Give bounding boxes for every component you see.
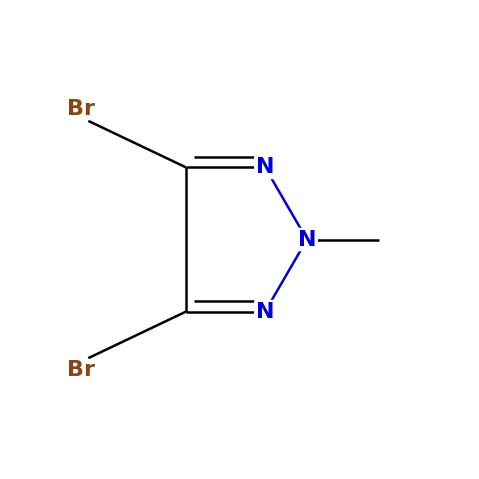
Text: N: N (256, 158, 274, 177)
Text: N: N (256, 302, 274, 321)
Text: N: N (297, 229, 316, 250)
Text: Br: Br (68, 99, 95, 119)
Text: Br: Br (68, 360, 95, 380)
